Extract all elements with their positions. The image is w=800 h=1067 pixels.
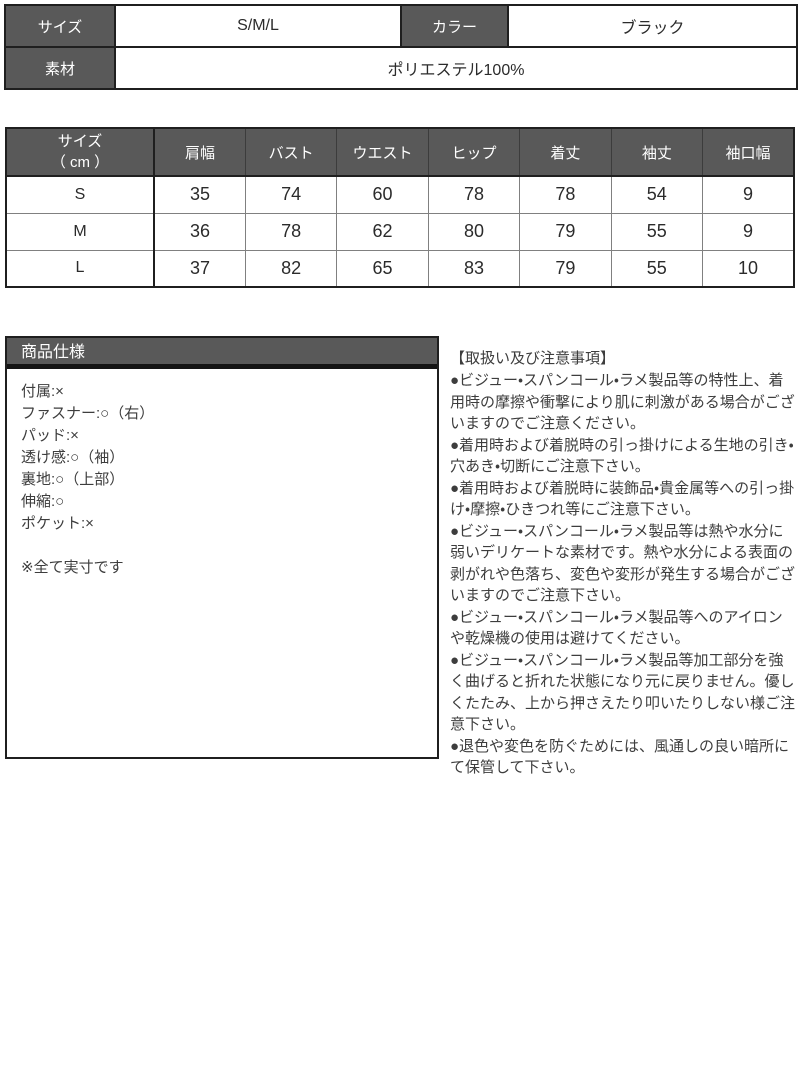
size-chart-row-s: S 35 74 60 78 78 54 9	[5, 175, 795, 214]
size-chart-header-sleeve: 袖丈	[610, 127, 704, 177]
size-chart-cell: 78	[244, 212, 338, 251]
spec-line-lining: 裏地:○（上部）	[21, 471, 125, 488]
size-chart-cell: 9	[702, 212, 795, 251]
spec-box-body: 付属:× ファスナー:○（右） パッド:× 透け感:○（袖） 裏地:○（上部） …	[7, 369, 437, 591]
size-chart-header-shoulder: 肩幅	[153, 127, 246, 177]
table-row: 素材 ポリエステル100%	[4, 46, 798, 90]
size-chart-table: サイズ （ cm ） 肩幅 バスト ウエスト ヒップ 着丈 袖丈 袖口幅 S 3…	[5, 127, 795, 288]
size-chart-cell: 55	[610, 212, 704, 251]
size-chart-cell: 80	[427, 212, 521, 251]
care-note-item: ●ビジュー・スパンコール・ラメ製品等加工部分を強く曲げると折れた状態になり元に戻…	[450, 651, 796, 734]
size-chart-cell: 65	[336, 249, 429, 288]
size-chart-row-l: L 37 82 65 83 79 55 10	[5, 249, 795, 288]
care-note-item: ●着用時および着脱時の引っ掛けによる生地の引き・穴あき・切断にご注意下さい。	[450, 436, 794, 476]
table-row: サイズ S/M/L カラー ブラック	[4, 4, 798, 48]
size-chart-cell: 82	[244, 249, 338, 288]
color-label-cell: カラー	[400, 4, 509, 48]
spec-box: 商品仕様 付属:× ファスナー:○（右） パッド:× 透け感:○（袖） 裏地:○…	[5, 336, 439, 759]
size-chart-cell: 55	[610, 249, 704, 288]
size-chart-header-waist: ウエスト	[336, 127, 429, 177]
size-chart-cell: 74	[244, 175, 338, 214]
size-chart-cell: 78	[427, 175, 521, 214]
size-chart-header-size-cm: サイズ （ cm ）	[5, 127, 155, 177]
size-chart-cell: 36	[153, 212, 246, 251]
color-value-cell: ブラック	[507, 4, 798, 48]
size-chart-cell: 10	[702, 249, 795, 288]
size-chart-cell: 78	[519, 175, 612, 214]
size-chart-header-cm: （ cm ）	[50, 154, 110, 171]
size-chart-cell: 83	[427, 249, 521, 288]
size-chart-header-size: サイズ	[57, 133, 103, 150]
size-chart-cell: 62	[336, 212, 429, 251]
spec-line-accessories: 付属:×	[21, 383, 64, 400]
care-notes: 【取扱い及び注意事項】 ●ビジュー・スパンコール・ラメ製品等の特性上、着用時の摩…	[450, 348, 797, 779]
material-label-cell: 素材	[4, 46, 116, 90]
size-chart-row-m: M 36 78 62 80 79 55 9	[5, 212, 795, 251]
size-chart-cell: 54	[610, 175, 704, 214]
size-chart-header-bust: バスト	[244, 127, 338, 177]
spec-line-sheerness: 透け感:○（袖）	[21, 449, 125, 466]
size-label-cell: サイズ	[4, 4, 116, 48]
spec-note: ※全て実寸です	[21, 559, 124, 576]
care-note-item: ●ビジュー・スパンコール・ラメ製品等へのアイロンや乾燥機の使用は避けてください。	[450, 608, 783, 648]
care-notes-title: 【取扱い及び注意事項】	[450, 350, 616, 367]
care-note-item: ●退色や変色を防ぐためには、風通しの良い暗所にて保管して下さい。	[450, 737, 790, 777]
size-chart-cell: 79	[519, 249, 612, 288]
size-chart-cell: 9	[702, 175, 795, 214]
material-value-cell: ポリエステル100%	[114, 46, 798, 90]
care-note-item: ●ビジュー・スパンコール・ラメ製品等は熱や水分に弱いデリケートな素材です。熱や水…	[450, 522, 796, 605]
size-chart-header-length: 着丈	[519, 127, 612, 177]
size-chart-cell: 79	[519, 212, 612, 251]
size-chart-cell: 35	[153, 175, 246, 214]
spec-box-title: 商品仕様	[7, 338, 437, 369]
spec-line-pad: パッド:×	[21, 427, 79, 444]
care-note-item: ●ビジュー・スパンコール・ラメ製品等の特性上、着用時の摩擦や衝撃により肌に刺激が…	[450, 372, 795, 432]
size-chart-cell: 37	[153, 249, 246, 288]
size-chart-cell: S	[5, 175, 155, 214]
size-chart-cell: 60	[336, 175, 429, 214]
spec-line-stretch: 伸縮:○	[21, 493, 65, 510]
product-info-table: サイズ S/M/L カラー ブラック 素材 ポリエステル100%	[4, 4, 798, 90]
size-chart-header-hip: ヒップ	[427, 127, 521, 177]
spec-line-fastener: ファスナー:○（右）	[21, 405, 155, 422]
care-note-item: ●着用時および着脱時に装飾品・貴金属等への引っ掛け・摩擦・ひきつれ等にご注意下さ…	[450, 479, 795, 519]
size-chart-header-cuff: 袖口幅	[702, 127, 795, 177]
size-chart-header-row: サイズ （ cm ） 肩幅 バスト ウエスト ヒップ 着丈 袖丈 袖口幅	[5, 127, 795, 177]
size-chart-cell: M	[5, 212, 155, 251]
size-value-cell: S/M/L	[114, 4, 402, 48]
size-chart-cell: L	[5, 249, 155, 288]
spec-line-pocket: ポケット:×	[21, 515, 94, 532]
